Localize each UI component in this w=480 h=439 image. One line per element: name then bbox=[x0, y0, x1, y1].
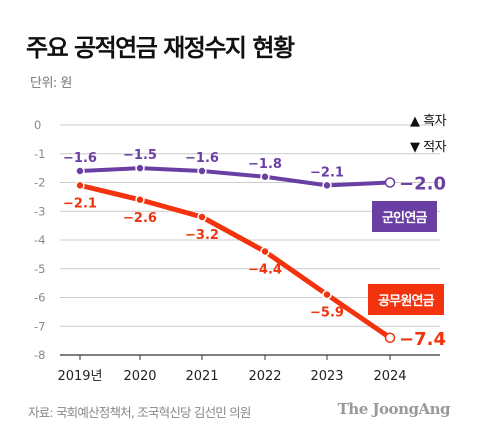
x-tick-label: 2024 bbox=[373, 369, 406, 384]
data-label-military: −2.1 bbox=[310, 165, 344, 180]
y-tick-label: -7 bbox=[34, 319, 45, 333]
data-label-public: −2.1 bbox=[63, 196, 97, 211]
data-point-military bbox=[75, 166, 85, 176]
data-point-public bbox=[75, 180, 85, 191]
y-tick-label: -5 bbox=[34, 262, 45, 276]
legend-deficit: ▼ 적자 bbox=[410, 140, 447, 155]
y-tick-label: -2 bbox=[34, 176, 45, 190]
y-tick-label: 0 bbox=[34, 118, 41, 132]
data-label-public: −7.4 bbox=[399, 329, 446, 350]
series-tag-public: 공무원연금 bbox=[368, 284, 444, 315]
data-label-public: −3.2 bbox=[185, 228, 219, 243]
data-label-public: −2.6 bbox=[123, 211, 157, 226]
data-label-military: −1.8 bbox=[248, 157, 282, 172]
data-point-military bbox=[384, 177, 396, 188]
y-tick-label: -4 bbox=[34, 233, 45, 247]
y-tick-label: -3 bbox=[34, 204, 45, 218]
data-point-military bbox=[135, 163, 145, 173]
y-tick-label: -8 bbox=[34, 348, 45, 362]
data-label-public: −5.9 bbox=[310, 306, 344, 321]
y-tick-label: -6 bbox=[34, 291, 45, 305]
data-point-public bbox=[135, 195, 145, 205]
series-lines bbox=[75, 163, 396, 343]
data-label-military: −1.6 bbox=[63, 151, 97, 166]
data-label-military: −1.6 bbox=[185, 151, 219, 166]
unit-label: 단위: 원 bbox=[30, 76, 72, 91]
data-label-military: −1.5 bbox=[123, 148, 157, 163]
x-tick-label: 2019년 bbox=[57, 369, 102, 384]
x-tick-label: 2021 bbox=[185, 369, 218, 384]
x-tick-label: 2022 bbox=[248, 369, 281, 384]
series-line-public bbox=[77, 182, 393, 341]
chart-title: 주요 공적연금 재정수지 현황 bbox=[26, 34, 295, 62]
data-point-military bbox=[260, 172, 270, 182]
series-line-military bbox=[78, 166, 392, 188]
y-axis-ticks: 0 -1 -2 -3 -4 -5 -6 -7 -8 bbox=[34, 118, 45, 362]
data-point-public bbox=[260, 246, 270, 257]
data-label-public: −4.4 bbox=[248, 263, 282, 278]
x-tick-label: 2023 bbox=[310, 369, 343, 384]
data-label-military: −2.0 bbox=[399, 174, 446, 195]
data-point-public bbox=[322, 289, 332, 300]
data-labels: −1.6 −1.5 −1.6 −1.8 −2.1 −2.0 −2.1 −2.6 −3.2 −4.4… bbox=[63, 148, 446, 350]
data-point-military bbox=[197, 166, 207, 176]
x-tick-label: 2020 bbox=[123, 369, 156, 384]
source-note: 자료: 국회예산정책처, 조국혁신당 김선민 의원 bbox=[28, 405, 251, 420]
data-point-public bbox=[197, 212, 207, 222]
x-axis-ticks: 2019년 2020 2021 2022 2023 2024 bbox=[57, 355, 407, 384]
data-point-military bbox=[322, 180, 332, 191]
y-tick-label: -1 bbox=[34, 147, 45, 161]
series-tag-military: 군인연금 bbox=[372, 201, 437, 232]
legend-surplus: ▲ 흑자 bbox=[410, 114, 447, 129]
brand-logo: The JoongAng bbox=[337, 400, 451, 418]
data-point-public bbox=[384, 332, 396, 343]
